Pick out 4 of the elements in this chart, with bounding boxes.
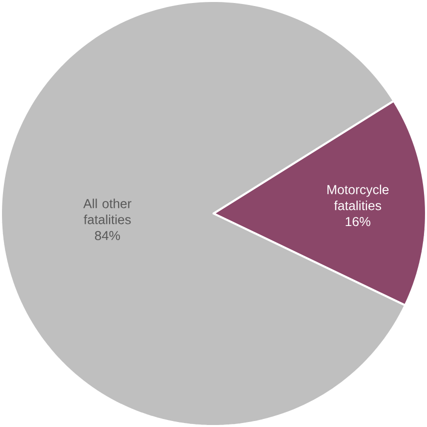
data-label: 84%	[94, 230, 120, 240]
slice-label: All other fatalities	[83, 198, 132, 224]
slice-label: Motorcycle fatalities	[327, 184, 389, 210]
data-label: 16%	[346, 216, 370, 226]
